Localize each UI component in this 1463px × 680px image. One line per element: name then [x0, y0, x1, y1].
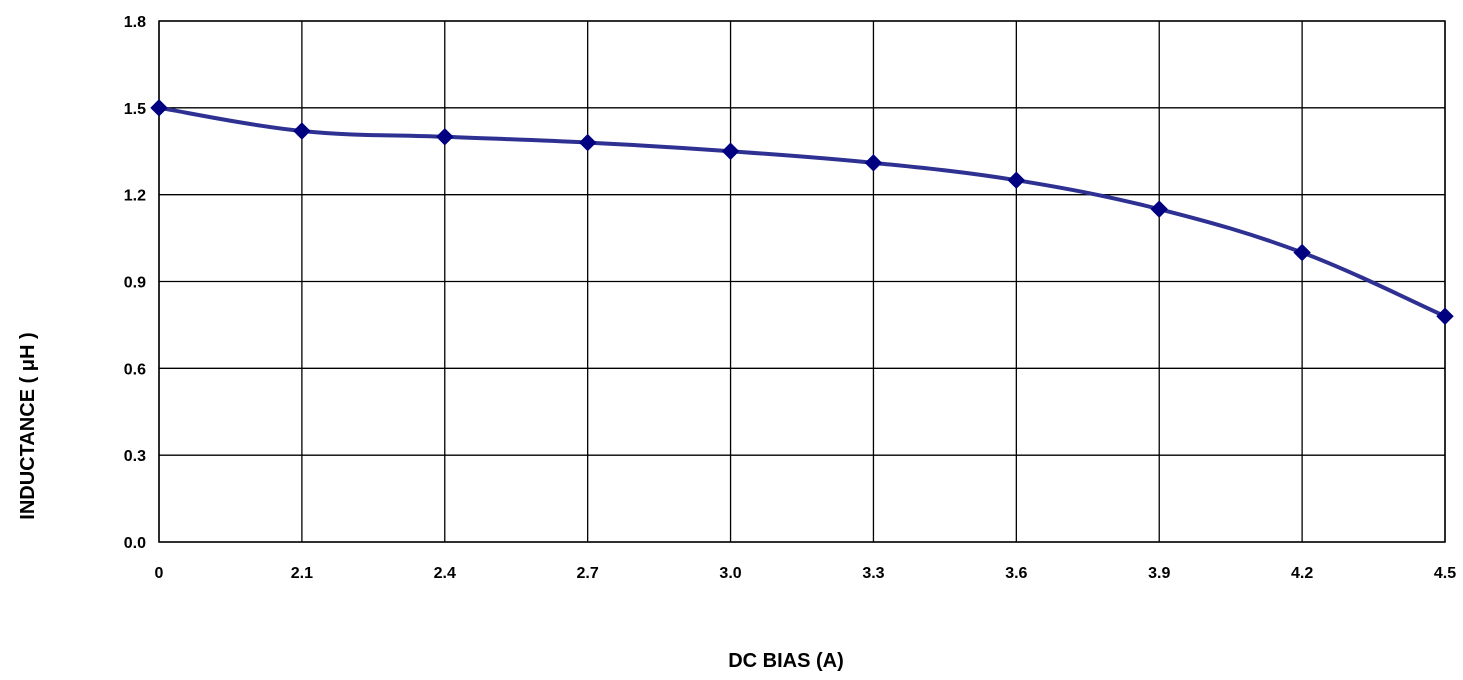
series-line	[157, 105, 1447, 319]
y-tick-label: 0.0	[124, 535, 146, 552]
x-tick-label: 4.2	[1291, 565, 1313, 582]
y-tick-label: 1.8	[124, 14, 146, 31]
plot-border	[158, 20, 1446, 543]
x-tick-label: 0	[155, 565, 164, 582]
data-point-marker	[1436, 307, 1454, 325]
data-point-marker	[150, 99, 168, 117]
x-tick-label: 2.1	[291, 565, 313, 582]
y-tick-label: 0.9	[124, 275, 146, 292]
data-point-marker	[293, 122, 311, 140]
x-axis-title: DC BIAS (A)	[728, 650, 844, 672]
x-tick-label: 2.4	[434, 565, 456, 582]
x-tick-label: 3.6	[1005, 565, 1027, 582]
data-point-marker	[721, 142, 740, 160]
data-point-marker	[436, 128, 454, 146]
series-layer	[150, 99, 1454, 325]
data-point-marker	[1293, 243, 1311, 262]
y-tick-label: 0.3	[124, 448, 146, 465]
x-tick-label: 4.5	[1434, 565, 1456, 582]
x-tick-label: 3.3	[862, 565, 884, 582]
y-tick-label: 0.6	[124, 361, 146, 378]
y-tick-label: 1.2	[124, 188, 146, 205]
y-axis-title: INDUCTANCE ( μH )	[17, 332, 39, 519]
data-point-marker	[1150, 200, 1168, 218]
x-tick-label: 3.9	[1148, 565, 1170, 582]
x-tick-label: 2.7	[577, 565, 599, 582]
tick-labels: 0.0 0.3 0.6 0.9 1.2 1.5 1.8 0 2.1 2.4 2.7 3.0 3.3 3.6…	[124, 14, 1456, 582]
data-point-marker	[1007, 171, 1026, 189]
x-tick-label: 3.0	[719, 565, 741, 582]
y-tick-label: 1.5	[124, 101, 146, 118]
data-point-marker	[864, 154, 883, 172]
data-point-marker	[578, 133, 597, 152]
